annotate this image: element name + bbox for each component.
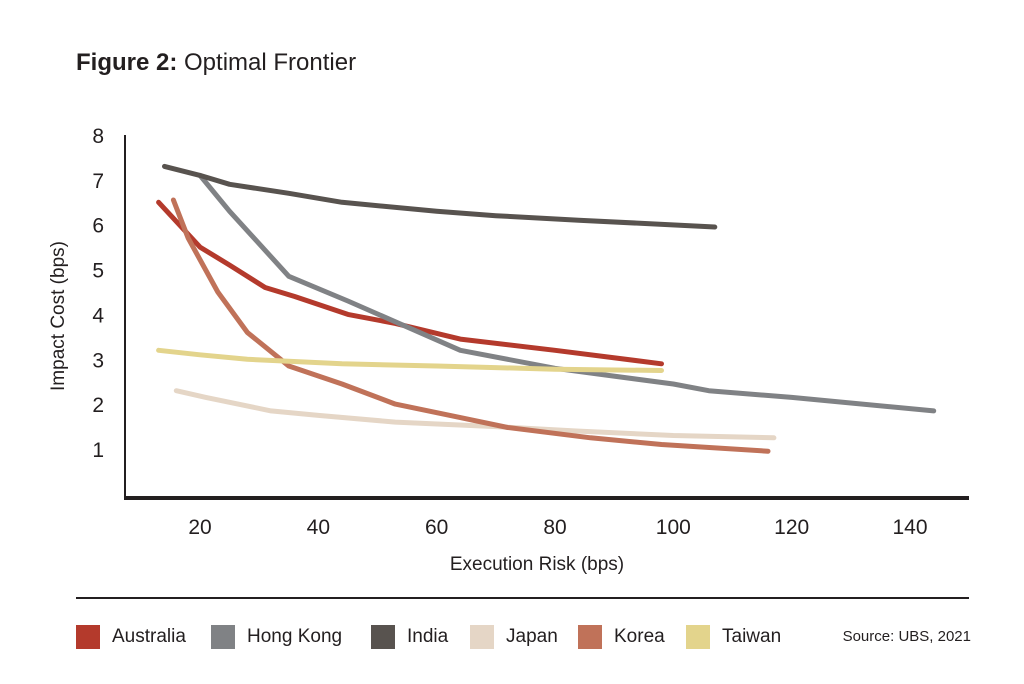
y-axis-label: Impact Cost (bps) — [48, 241, 69, 391]
x-tick-label: 140 — [892, 516, 927, 539]
y-tick-label: 6 — [92, 215, 104, 238]
series-lines — [156, 163, 937, 454]
x-tick-label: 80 — [543, 516, 566, 539]
legend-label-japan: Japan — [506, 626, 558, 647]
legend-swatch-india — [371, 625, 395, 649]
legend-item-australia: Australia — [76, 624, 186, 650]
legend-label-india: India — [407, 626, 449, 647]
figure-label: Figure 2: — [76, 49, 178, 76]
legend-item-taiwan: Taiwan — [686, 624, 781, 650]
legend-swatch-taiwan — [686, 625, 710, 649]
legend-label-hong-kong: Hong Kong — [247, 626, 343, 647]
figure-title-text: Optimal Frontier — [184, 49, 357, 76]
y-tick-label: 4 — [92, 304, 104, 327]
legend-label-taiwan: Taiwan — [722, 626, 782, 647]
y-tick-label: 8 — [92, 125, 104, 148]
series-line-hong-kong — [197, 172, 937, 414]
legend-item-korea: Korea — [578, 624, 665, 650]
legend-swatch-hong-kong — [211, 625, 235, 649]
series-line-australia — [156, 199, 664, 367]
legend-swatch-australia — [76, 625, 100, 649]
x-axis-label: Execution Risk (bps) — [450, 554, 624, 575]
series-line-india — [162, 163, 718, 230]
y-tick-label: 7 — [92, 170, 104, 193]
series-line-korea — [170, 197, 771, 454]
y-tick-label: 1 — [92, 439, 104, 462]
x-tick-label: 120 — [774, 516, 809, 539]
legend-swatch-korea — [578, 625, 602, 649]
legend-label-australia: Australia — [112, 626, 186, 647]
legend-item-hong-kong: Hong Kong — [211, 624, 342, 650]
legend-item-india: India — [371, 624, 448, 650]
y-tick-label: 2 — [92, 394, 104, 417]
legend: Australia Hong Kong India Japan Korea Ta… — [76, 624, 971, 650]
x-tick-label: 60 — [425, 516, 448, 539]
x-tick-label: 20 — [188, 516, 211, 539]
x-tick-labels: 20 40 60 80 100 120 140 — [188, 516, 927, 539]
legend-divider — [76, 597, 969, 599]
x-tick-label: 40 — [307, 516, 330, 539]
source-note: Source: UBS, 2021 — [842, 628, 971, 645]
y-tick-labels: 1 2 3 4 5 6 7 8 — [92, 125, 104, 462]
legend-label-korea: Korea — [614, 626, 665, 647]
series-line-japan — [173, 388, 777, 441]
y-tick-label: 5 — [92, 260, 104, 283]
legend-item-japan: Japan — [470, 624, 558, 650]
x-tick-label: 100 — [656, 516, 691, 539]
legend-swatch-japan — [470, 625, 494, 649]
series-line-taiwan — [156, 347, 664, 373]
figure-title: Figure 2: Optimal Frontier — [76, 49, 356, 77]
y-tick-label: 3 — [92, 349, 104, 372]
